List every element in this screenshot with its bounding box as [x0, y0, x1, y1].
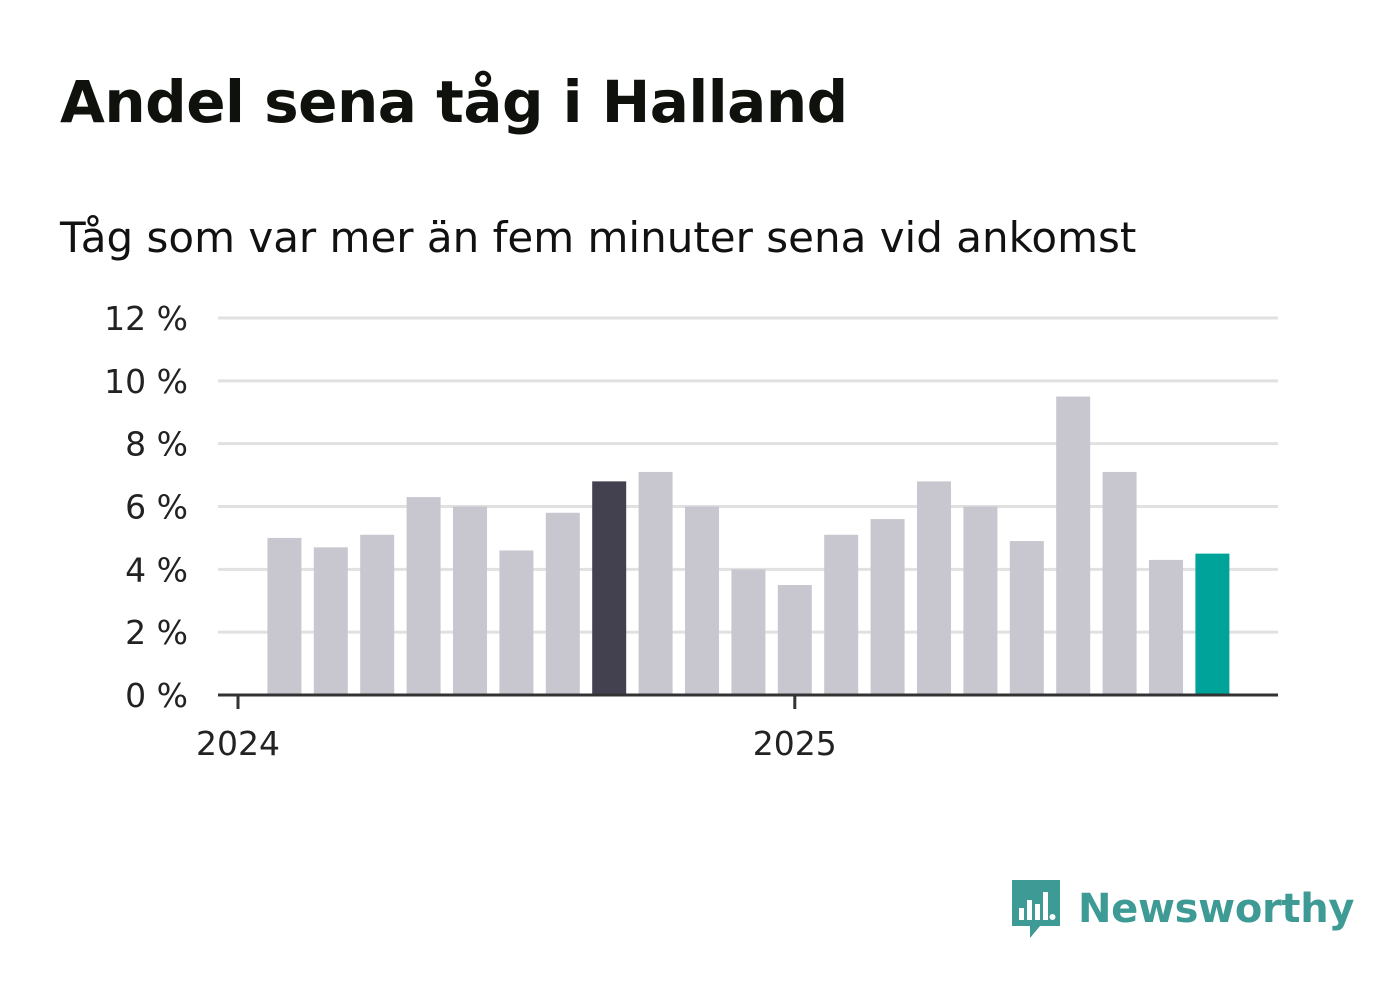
bar-2025-03 — [870, 519, 905, 695]
bar-2025-07 — [1056, 396, 1091, 695]
bar-2024-05 — [406, 497, 441, 695]
y-tick-label-6: 6 % — [125, 488, 188, 527]
bar-2025-04 — [917, 481, 951, 695]
brand-name: Newsworthy — [1078, 886, 1355, 932]
bar-2025-01 — [777, 585, 812, 695]
chart-subtitle: Tåg som var mer än fem minuter sena vid … — [60, 213, 1137, 262]
y-tick-label-12: 12 % — [104, 299, 188, 338]
chart-title: Andel sena tåg i Halland — [60, 68, 848, 136]
bar-2025-05 — [963, 506, 998, 695]
bar-2025-08 — [1102, 471, 1137, 695]
y-tick-label-4: 4 % — [125, 550, 188, 589]
bar-2024-10 — [638, 471, 673, 695]
bar-2025-06 — [1009, 541, 1044, 695]
y-tick-label-8: 8 % — [125, 425, 188, 464]
bar-2025-09 — [1149, 559, 1183, 695]
bar-2024-12 — [731, 569, 766, 695]
bar-2024-11 — [685, 506, 719, 695]
newsworthy-logo-icon — [1012, 880, 1060, 938]
x-tick-label-2024: 2024 — [196, 724, 280, 763]
x-tick-label-2025: 2025 — [753, 724, 837, 763]
bar-2025-02 — [824, 534, 859, 695]
bar-2024-03 — [313, 547, 348, 695]
bar-2024-04 — [360, 534, 395, 695]
bar-2025-10 — [1195, 553, 1230, 695]
bar-2024-08 — [545, 512, 580, 695]
y-tick-label-2: 2 % — [125, 613, 188, 652]
y-tick-label-0: 0 % — [125, 676, 188, 715]
newsworthy-logo: Newsworthy — [1010, 878, 1355, 940]
y-tick-label-10: 10 % — [104, 362, 188, 401]
bar-2024-06 — [453, 506, 487, 695]
bar-2024-07 — [499, 550, 534, 695]
bar-2024-09 — [592, 481, 627, 695]
bar-2024-02 — [267, 537, 302, 695]
